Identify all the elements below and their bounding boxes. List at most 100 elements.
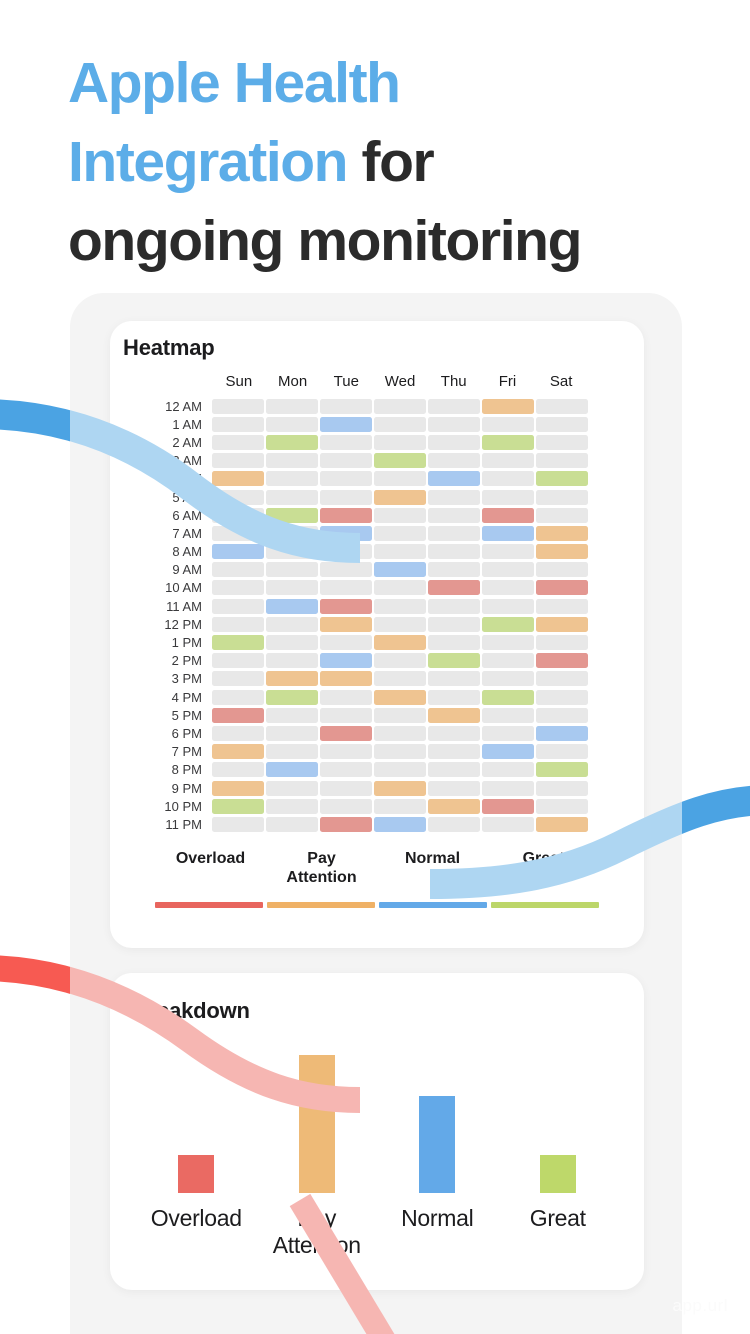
heatmap-cell[interactable] xyxy=(266,635,318,651)
heatmap-cell[interactable] xyxy=(482,416,534,432)
heatmap-cell[interactable] xyxy=(320,707,372,723)
heatmap-cell[interactable] xyxy=(428,671,480,687)
heatmap-cell[interactable] xyxy=(212,689,264,705)
heatmap-cell[interactable] xyxy=(374,544,426,560)
heatmap-cell[interactable] xyxy=(482,489,534,505)
heatmap-cell[interactable] xyxy=(374,780,426,796)
heatmap-cell[interactable] xyxy=(374,598,426,614)
heatmap-cell[interactable] xyxy=(428,525,480,541)
heatmap-cell[interactable] xyxy=(212,562,264,578)
heatmap-cell[interactable] xyxy=(212,489,264,505)
heatmap-cell[interactable] xyxy=(536,707,588,723)
heatmap-cell[interactable] xyxy=(482,798,534,814)
heatmap-cell[interactable] xyxy=(266,489,318,505)
heatmap-cell[interactable] xyxy=(266,798,318,814)
heatmap-cell[interactable] xyxy=(266,544,318,560)
heatmap-cell[interactable] xyxy=(212,725,264,741)
heatmap-cell[interactable] xyxy=(212,544,264,560)
heatmap-cell[interactable] xyxy=(212,762,264,778)
heatmap-cell[interactable] xyxy=(374,635,426,651)
heatmap-cell[interactable] xyxy=(428,744,480,760)
heatmap-cell[interactable] xyxy=(536,562,588,578)
heatmap-cell[interactable] xyxy=(374,798,426,814)
heatmap-cell[interactable] xyxy=(212,398,264,414)
heatmap-cell[interactable] xyxy=(428,580,480,596)
heatmap-cell[interactable] xyxy=(428,780,480,796)
heatmap-cell[interactable] xyxy=(212,707,264,723)
heatmap-cell[interactable] xyxy=(482,725,534,741)
heatmap-cell[interactable] xyxy=(536,434,588,450)
heatmap-cell[interactable] xyxy=(428,434,480,450)
heatmap-cell[interactable] xyxy=(320,762,372,778)
heatmap-cell[interactable] xyxy=(428,653,480,669)
heatmap-cell[interactable] xyxy=(320,416,372,432)
heatmap-cell[interactable] xyxy=(266,689,318,705)
heatmap-cell[interactable] xyxy=(374,689,426,705)
heatmap-cell[interactable] xyxy=(428,635,480,651)
heatmap-cell[interactable] xyxy=(428,725,480,741)
heatmap-cell[interactable] xyxy=(428,707,480,723)
heatmap-cell[interactable] xyxy=(320,398,372,414)
heatmap-cell[interactable] xyxy=(320,689,372,705)
heatmap-cell[interactable] xyxy=(482,434,534,450)
heatmap-cell[interactable] xyxy=(266,416,318,432)
heatmap-cell[interactable] xyxy=(212,816,264,832)
heatmap-cell[interactable] xyxy=(482,762,534,778)
heatmap-cell[interactable] xyxy=(212,453,264,469)
heatmap-cell[interactable] xyxy=(536,471,588,487)
heatmap-cell[interactable] xyxy=(266,580,318,596)
heatmap-cell[interactable] xyxy=(536,598,588,614)
heatmap-cell[interactable] xyxy=(374,471,426,487)
breakdown-bar[interactable] xyxy=(298,1054,335,1193)
heatmap-cell[interactable] xyxy=(320,816,372,832)
heatmap-cell[interactable] xyxy=(266,616,318,632)
heatmap-cell[interactable] xyxy=(266,725,318,741)
heatmap-cell[interactable] xyxy=(320,671,372,687)
heatmap-cell[interactable] xyxy=(266,507,318,523)
heatmap-cell[interactable] xyxy=(374,507,426,523)
heatmap-cell[interactable] xyxy=(428,762,480,778)
heatmap-cell[interactable] xyxy=(212,653,264,669)
heatmap-cell[interactable] xyxy=(428,471,480,487)
heatmap-cell[interactable] xyxy=(266,671,318,687)
heatmap-cell[interactable] xyxy=(428,544,480,560)
heatmap-cell[interactable] xyxy=(536,580,588,596)
heatmap-cell[interactable] xyxy=(428,398,480,414)
heatmap-cell[interactable] xyxy=(428,798,480,814)
heatmap-cell[interactable] xyxy=(374,653,426,669)
heatmap-cell[interactable] xyxy=(536,398,588,414)
heatmap-cell[interactable] xyxy=(374,725,426,741)
heatmap-cell[interactable] xyxy=(320,562,372,578)
heatmap-cell[interactable] xyxy=(374,762,426,778)
heatmap-cell[interactable] xyxy=(482,780,534,796)
heatmap-cell[interactable] xyxy=(320,507,372,523)
heatmap-cell[interactable] xyxy=(212,635,264,651)
heatmap-cell[interactable] xyxy=(374,580,426,596)
heatmap-cell[interactable] xyxy=(374,744,426,760)
heatmap-cell[interactable] xyxy=(428,489,480,505)
heatmap-cell[interactable] xyxy=(320,525,372,541)
heatmap-cell[interactable] xyxy=(320,798,372,814)
heatmap-cell[interactable] xyxy=(536,816,588,832)
heatmap-cell[interactable] xyxy=(482,544,534,560)
heatmap-cell[interactable] xyxy=(482,598,534,614)
breakdown-bar[interactable] xyxy=(539,1155,576,1193)
heatmap-cell[interactable] xyxy=(212,580,264,596)
heatmap-cell[interactable] xyxy=(212,416,264,432)
heatmap-cell[interactable] xyxy=(374,398,426,414)
heatmap-cell[interactable] xyxy=(320,744,372,760)
heatmap-cell[interactable] xyxy=(212,780,264,796)
heatmap-cell[interactable] xyxy=(428,562,480,578)
heatmap-cell[interactable] xyxy=(482,398,534,414)
heatmap-cell[interactable] xyxy=(536,780,588,796)
heatmap-cell[interactable] xyxy=(482,453,534,469)
heatmap-cell[interactable] xyxy=(374,453,426,469)
heatmap-cell[interactable] xyxy=(536,744,588,760)
heatmap-cell[interactable] xyxy=(266,816,318,832)
heatmap-cell[interactable] xyxy=(266,762,318,778)
heatmap-cell[interactable] xyxy=(428,598,480,614)
heatmap-cell[interactable] xyxy=(266,707,318,723)
heatmap-cell[interactable] xyxy=(320,471,372,487)
heatmap-cell[interactable] xyxy=(482,671,534,687)
heatmap-cell[interactable] xyxy=(266,434,318,450)
